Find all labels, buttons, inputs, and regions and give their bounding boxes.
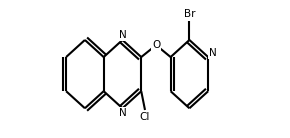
Text: Br: Br [184, 9, 195, 19]
Text: N: N [209, 48, 217, 58]
Text: Cl: Cl [140, 112, 150, 122]
Text: N: N [119, 108, 126, 118]
Text: N: N [119, 30, 126, 40]
Text: O: O [152, 40, 160, 50]
